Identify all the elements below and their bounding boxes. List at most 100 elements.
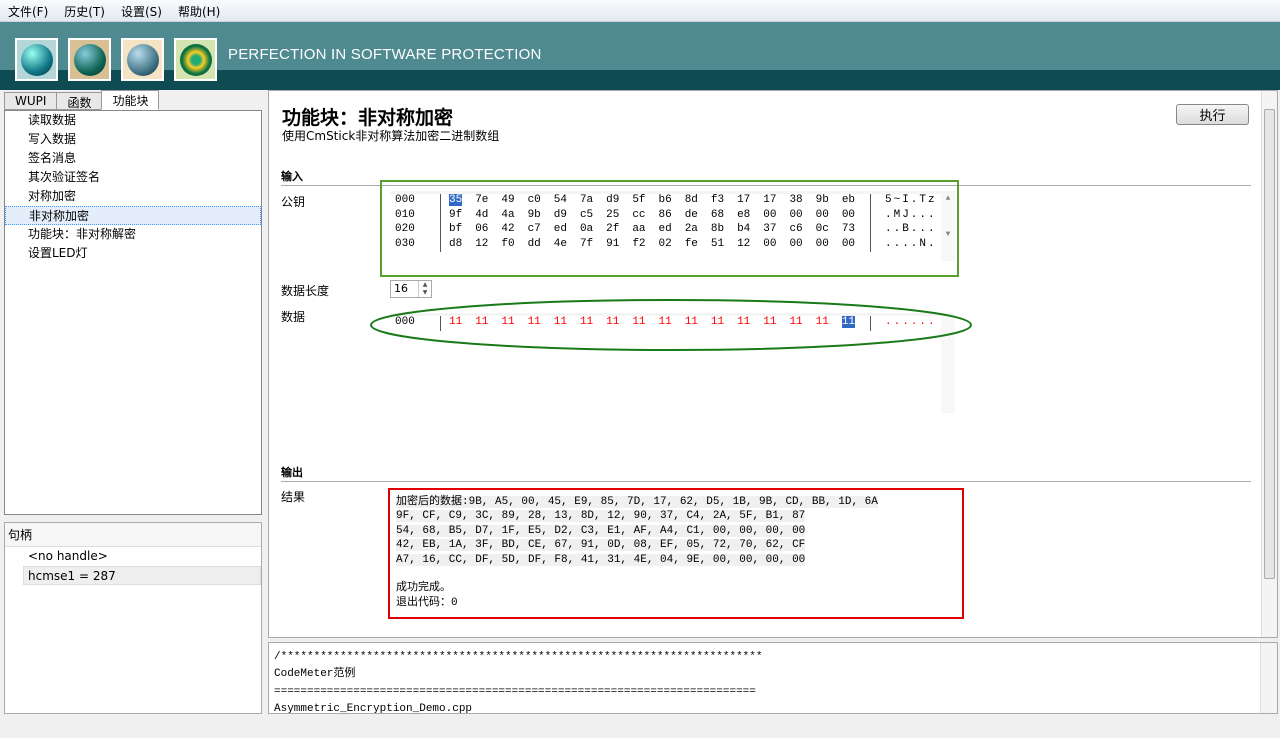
hex-byte[interactable]: 00 (763, 209, 789, 224)
hex-byte[interactable]: 9b (528, 209, 554, 224)
scrollbar[interactable] (941, 316, 955, 413)
data-length-spinner[interactable]: 16 ▲ ▼ (390, 280, 432, 298)
hex-byte[interactable]: 11 (841, 316, 868, 331)
menu-help[interactable]: 帮助(H) (177, 5, 221, 19)
list-item[interactable]: 对称加密 (28, 189, 77, 203)
codemeter-icon[interactable] (15, 38, 58, 81)
list-item[interactable]: 写入数据 (28, 132, 77, 146)
hex-byte[interactable]: 00 (816, 238, 842, 253)
hex-byte[interactable]: 11 (737, 316, 763, 331)
hex-byte[interactable]: d9 (554, 209, 580, 224)
hex-byte[interactable]: 17 (737, 194, 763, 209)
hex-byte[interactable]: 37 (763, 223, 789, 238)
handle-item[interactable]: <no handle> (28, 549, 108, 563)
hex-byte[interactable]: f0 (501, 238, 527, 253)
hex-byte[interactable]: d9 (606, 194, 632, 209)
scrollbar[interactable] (1260, 643, 1277, 713)
scrollbar[interactable]: ▲ ▼ (941, 194, 955, 261)
hex-byte[interactable]: f2 (632, 238, 658, 253)
hex-byte[interactable]: 2a (685, 223, 711, 238)
hex-byte[interactable]: 06 (475, 223, 501, 238)
hex-byte[interactable]: 11 (816, 316, 842, 331)
hex-byte[interactable]: 12 (475, 238, 501, 253)
hex-byte[interactable]: 25 (606, 209, 632, 224)
data-hex-editor[interactable]: 000 11 11 11 11 11 11 11 11 11 11 11 11 11 11 11 11.....… (390, 313, 955, 413)
hex-byte[interactable]: d8 (449, 238, 475, 253)
hex-byte[interactable]: 11 (789, 316, 815, 331)
hex-byte[interactable]: 11 (632, 316, 658, 331)
public-key-hex-editor[interactable]: 000 35 7e 49 c0 54 7a d9 5f b6 8d f3 17 17 38 9b eb 5~I.T… (390, 191, 955, 261)
hex-byte[interactable]: 35 (449, 194, 475, 209)
list-item[interactable]: 其次验证签名 (28, 170, 101, 184)
license-icon[interactable] (68, 38, 111, 81)
hex-byte[interactable]: 5f (632, 194, 658, 209)
hex-byte[interactable]: c6 (789, 223, 815, 238)
execute-button[interactable]: 执行 (1176, 104, 1249, 125)
hex-byte[interactable]: 9b (816, 194, 842, 209)
hex-byte[interactable]: 73 (842, 223, 868, 238)
vertical-scrollbar[interactable] (1261, 91, 1277, 637)
tab-wupi[interactable]: WUPI (4, 92, 58, 110)
hex-byte[interactable]: 00 (842, 209, 868, 224)
list-item-selected[interactable]: 非对称加密 (5, 206, 261, 225)
settings-gear-icon[interactable] (174, 38, 217, 81)
hex-byte[interactable]: 11 (580, 316, 606, 331)
hex-byte[interactable]: fe (685, 238, 711, 253)
hex-byte[interactable]: 49 (501, 194, 527, 209)
list-item[interactable]: 读取数据 (28, 113, 77, 127)
hex-byte[interactable]: c7 (528, 223, 554, 238)
tools-icon[interactable] (121, 38, 164, 81)
tab-function-blocks[interactable]: 功能块 (101, 90, 160, 110)
hex-byte[interactable]: 11 (763, 316, 789, 331)
hex-byte[interactable]: 8d (685, 194, 711, 209)
hex-byte[interactable]: 11 (501, 316, 527, 331)
hex-byte[interactable]: 4e (554, 238, 580, 253)
hex-byte[interactable]: 51 (711, 238, 737, 253)
hex-byte[interactable]: 4d (475, 209, 501, 224)
hex-byte[interactable]: 00 (842, 238, 868, 253)
list-item[interactable]: 签名消息 (28, 151, 77, 165)
hex-byte[interactable]: 11 (528, 316, 554, 331)
hex-byte[interactable]: 11 (475, 316, 501, 331)
hex-byte[interactable]: 0a (580, 223, 606, 238)
hex-byte[interactable]: c5 (580, 209, 606, 224)
hex-byte[interactable]: 11 (659, 316, 685, 331)
hex-byte[interactable]: 86 (659, 209, 685, 224)
menu-file[interactable]: 文件(F) (8, 5, 49, 19)
hex-byte[interactable]: 42 (501, 223, 527, 238)
hex-byte[interactable]: 11 (449, 316, 475, 331)
hex-byte[interactable]: 7e (475, 194, 501, 209)
hex-byte[interactable]: 11 (554, 316, 580, 331)
hex-byte[interactable]: 7a (580, 194, 606, 209)
hex-byte[interactable]: 91 (606, 238, 632, 253)
list-item[interactable]: 设置LED灯 (28, 246, 88, 260)
hex-byte[interactable]: 11 (685, 316, 711, 331)
hex-byte[interactable]: dd (528, 238, 554, 253)
hex-byte[interactable]: aa (632, 223, 658, 238)
list-item[interactable]: 功能块：非对称解密 (28, 227, 137, 241)
hex-byte[interactable]: 68 (711, 209, 737, 224)
hex-byte[interactable]: 11 (711, 316, 737, 331)
hex-byte[interactable]: e8 (737, 209, 763, 224)
hex-byte[interactable]: b4 (737, 223, 763, 238)
hex-byte[interactable]: cc (632, 209, 658, 224)
hex-byte[interactable]: 00 (816, 209, 842, 224)
hex-byte[interactable]: 11 (606, 316, 632, 331)
hex-byte[interactable]: ed (659, 223, 685, 238)
hex-byte[interactable]: 7f (580, 238, 606, 253)
hex-byte[interactable]: b6 (659, 194, 685, 209)
tab-functions[interactable]: 函数 (56, 92, 103, 110)
hex-byte[interactable]: 4a (501, 209, 527, 224)
menu-settings[interactable]: 设置(S) (120, 5, 162, 19)
hex-byte[interactable]: 17 (763, 194, 789, 209)
hex-byte[interactable]: f3 (711, 194, 737, 209)
hex-byte[interactable]: 00 (763, 238, 789, 253)
hex-byte[interactable]: 0c (816, 223, 842, 238)
hex-byte[interactable]: eb (842, 194, 868, 209)
hex-byte[interactable]: 8b (711, 223, 737, 238)
hex-byte[interactable]: bf (449, 223, 475, 238)
hex-byte[interactable]: 00 (789, 238, 815, 253)
hex-byte[interactable]: 2f (606, 223, 632, 238)
hex-byte[interactable]: de (685, 209, 711, 224)
hex-byte[interactable]: 54 (554, 194, 580, 209)
